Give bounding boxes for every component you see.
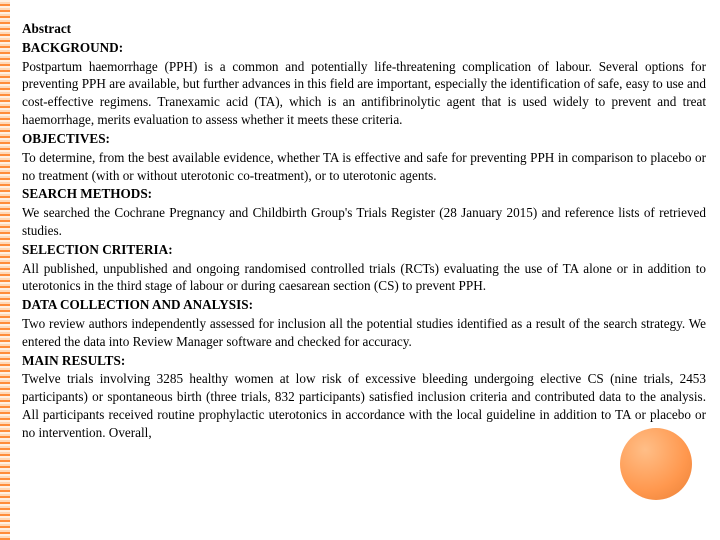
section-body: All published, unpublished and ongoing r… xyxy=(22,260,706,296)
section-body: Twelve trials involving 3285 healthy wom… xyxy=(22,370,706,441)
section-heading: OBJECTIVES: xyxy=(22,130,706,148)
section-heading: SEARCH METHODS: xyxy=(22,185,706,203)
section-heading: BACKGROUND: xyxy=(22,39,706,57)
left-accent-stripe xyxy=(0,0,10,540)
section-body: Two review authors independently assesse… xyxy=(22,315,706,351)
section-heading: SELECTION CRITERIA: xyxy=(22,241,706,259)
section-body: To determine, from the best available ev… xyxy=(22,149,706,185)
abstract-label: Abstract xyxy=(22,20,706,38)
section-heading: MAIN RESULTS: xyxy=(22,352,706,370)
section-heading: DATA COLLECTION AND ANALYSIS: xyxy=(22,296,706,314)
abstract-content: Abstract BACKGROUND: Postpartum haemorrh… xyxy=(22,20,706,443)
section-body: We searched the Cochrane Pregnancy and C… xyxy=(22,204,706,240)
section-body: Postpartum haemorrhage (PPH) is a common… xyxy=(22,58,706,129)
